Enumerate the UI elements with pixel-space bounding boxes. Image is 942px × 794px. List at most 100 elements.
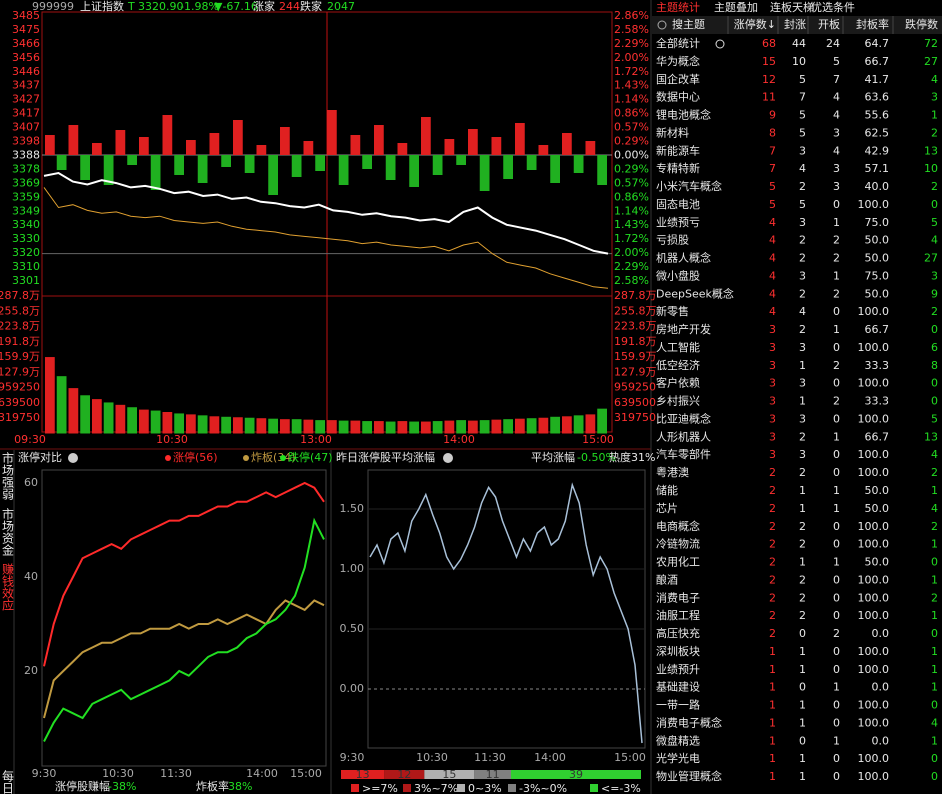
table-cell: 0	[833, 699, 840, 712]
theme-name[interactable]: 酿酒	[656, 572, 678, 586]
table-cell: 2	[833, 395, 840, 408]
theme-name[interactable]: 消费电子概念	[656, 715, 722, 729]
table-cell: 1	[799, 645, 806, 658]
table-cell: 4	[799, 305, 806, 318]
theme-name[interactable]: 微盘精选	[656, 733, 700, 747]
volume-label: 255.8万	[614, 304, 657, 317]
theme-name[interactable]: 农用化工	[656, 555, 700, 569]
theme-name[interactable]: 深圳板块	[656, 644, 700, 658]
theme-name[interactable]: 机器人概念	[656, 251, 711, 265]
table-cell: 2	[769, 627, 776, 640]
theme-name[interactable]: 业绩预升	[656, 663, 700, 676]
theme-name[interactable]: 储能	[656, 483, 678, 497]
table-cell: 1	[833, 681, 840, 694]
header-text: 2047	[327, 0, 355, 13]
theme-name[interactable]: 粤港澳	[656, 465, 689, 479]
x-tick-label: 10:30	[416, 751, 448, 764]
theme-name[interactable]: 比亚迪概念	[656, 411, 711, 425]
theme-name[interactable]: 人形机器人	[656, 429, 711, 443]
theme-name[interactable]: 新材料	[656, 125, 689, 139]
theme-name[interactable]: 业绩预亏	[656, 216, 700, 229]
theme-name[interactable]: 物业管理概念	[656, 769, 722, 783]
table-cell: 1	[931, 734, 938, 747]
table-cell: 3	[799, 144, 806, 157]
table-cell: 2	[769, 556, 776, 569]
table-cell: 0	[931, 323, 938, 336]
volume-bar	[92, 399, 102, 434]
table-cell: 27	[924, 55, 938, 68]
header-text: T	[127, 0, 135, 13]
tab[interactable]: 主题叠加	[714, 1, 758, 14]
table-cell: 0	[833, 752, 840, 765]
table-cell: 0.0	[872, 681, 890, 694]
theme-name[interactable]: 全部统计	[656, 36, 700, 50]
theme-name[interactable]: 小米汽车概念	[656, 179, 722, 193]
table-cell: 50.0	[865, 556, 890, 569]
table-cell: 2	[833, 252, 840, 265]
header-text: 跌家	[300, 0, 322, 13]
table-cell: 0.0	[872, 627, 890, 640]
theme-name[interactable]: 光学光电	[656, 751, 700, 765]
theme-name[interactable]: 一带一路	[656, 699, 700, 712]
theme-name[interactable]: 油服工程	[656, 608, 700, 622]
theme-name[interactable]: 消费电子	[656, 590, 700, 604]
theme-name[interactable]: 人工智能	[656, 340, 700, 354]
theme-name[interactable]: 新能源车	[656, 143, 700, 157]
x-tick-label: 10:30	[156, 433, 188, 446]
theme-name[interactable]: 芯片	[656, 501, 678, 515]
tab[interactable]: 优选条件	[811, 0, 855, 14]
volume-bar	[221, 416, 231, 434]
breadth-bar	[291, 155, 302, 177]
theme-name[interactable]: 客户依赖	[656, 376, 700, 390]
table-cell: 1	[769, 663, 776, 676]
x-tick-label: 15:00	[290, 767, 322, 780]
y-tick-label: 3359	[12, 190, 40, 203]
theme-name[interactable]: 房地产开发	[656, 322, 711, 336]
theme-name[interactable]: 微小盘股	[656, 268, 700, 282]
theme-name[interactable]: 国企改革	[656, 72, 700, 86]
volume-bar	[491, 419, 502, 434]
theme-name[interactable]: DeepSeek概念	[656, 286, 734, 300]
table-cell: 4	[931, 716, 938, 729]
volume-bar	[233, 417, 243, 434]
theme-name[interactable]: 新零售	[656, 304, 689, 318]
table-cell: 0	[833, 609, 840, 622]
theme-name[interactable]: 高压快充	[656, 626, 700, 640]
y-tick-label: 3427	[12, 93, 40, 106]
table-cell: 2	[769, 538, 776, 551]
column-header: 封板率	[856, 17, 889, 31]
table-cell: 0	[833, 448, 840, 461]
breadth-bar	[280, 127, 290, 155]
volume-bar	[350, 420, 361, 434]
table-cell: 3	[931, 269, 938, 282]
theme-name[interactable]: 冷链物流	[656, 537, 700, 551]
theme-name[interactable]: 华为概念	[656, 54, 700, 68]
y-tick-label: 3475	[12, 23, 40, 36]
breadth-bar	[303, 141, 314, 155]
theme-name[interactable]: 电商概念	[656, 519, 700, 533]
table-cell: 2	[833, 234, 840, 247]
table-cell: 66.7	[865, 323, 890, 336]
tab[interactable]: 主题统计	[656, 1, 700, 14]
table-cell: 0	[833, 198, 840, 211]
table-cell: 3	[769, 430, 776, 443]
table-cell: 3	[799, 377, 806, 390]
x-tick-label: 10:30	[102, 767, 134, 780]
legend-swatch	[351, 784, 359, 792]
breadth-bar	[56, 155, 67, 170]
y2-tick-label: 0.00%	[614, 148, 649, 161]
table-cell: 55.6	[865, 109, 890, 122]
theme-name[interactable]: 锂电池概念	[656, 108, 711, 122]
theme-name[interactable]: 基础建设	[656, 680, 700, 694]
tab[interactable]: 连板天梯	[770, 0, 814, 14]
theme-name[interactable]: 亏损股	[656, 233, 689, 247]
theme-name[interactable]: 专精特新	[656, 161, 700, 175]
theme-name[interactable]: 汽车零部件	[656, 447, 711, 461]
theme-name[interactable]: 低空经济	[656, 358, 700, 372]
table-cell: 0	[833, 663, 840, 676]
theme-name[interactable]: 数据中心	[656, 90, 700, 104]
volume-label: 639500	[0, 396, 40, 409]
theme-name[interactable]: 固态电池	[656, 198, 700, 211]
table-cell: 44	[792, 37, 806, 50]
theme-name[interactable]: 乡村振兴	[656, 394, 700, 408]
